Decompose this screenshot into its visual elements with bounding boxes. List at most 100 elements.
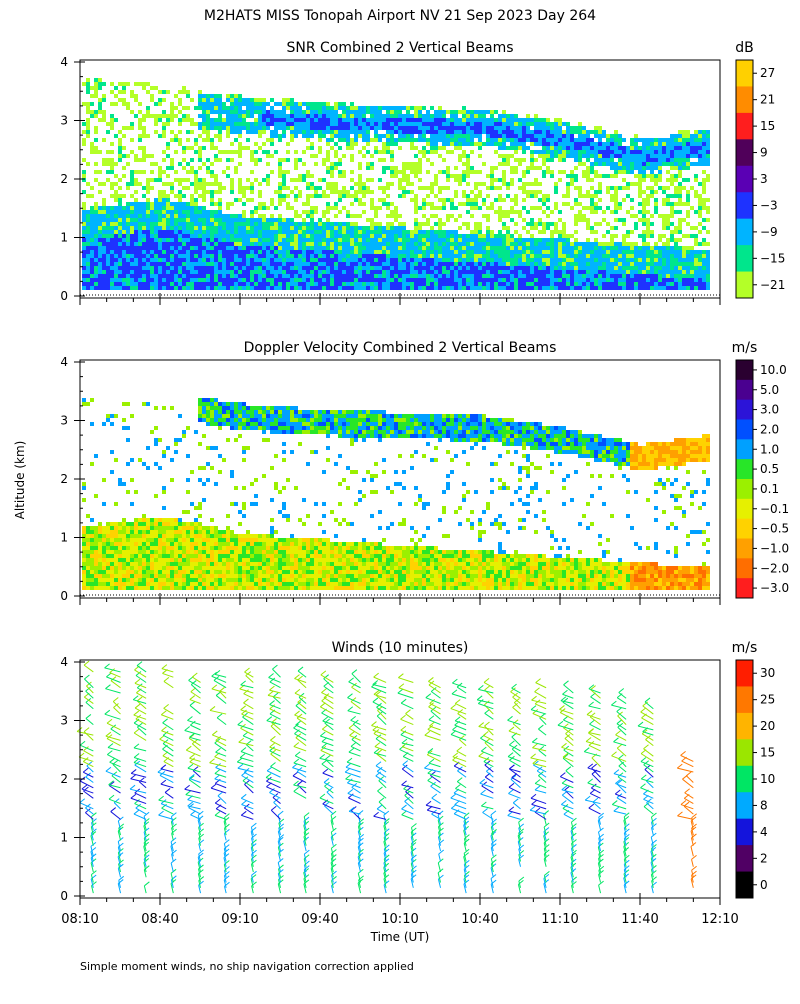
snr-y-tick-label: 4 <box>60 55 68 69</box>
winds-colorbar-label: 15 <box>760 746 775 760</box>
doppler-colorbar-label: −2.0 <box>760 561 789 575</box>
snr-colorbar-swatch <box>736 218 753 246</box>
winds-x-tick-label: 10:40 <box>461 912 498 927</box>
doppler-colorbar-swatch <box>736 399 753 420</box>
wind-profile <box>319 670 337 894</box>
winds-colorbar-swatch <box>736 818 753 846</box>
x-axis-label: Time (UT) <box>370 930 430 944</box>
snr-y-tick-label: 1 <box>60 231 68 245</box>
wind-profile <box>583 684 605 894</box>
snr-colorbar-label: 3 <box>760 172 768 186</box>
snr-colorbar: dB 27 21 15 9 3 −3 −9 −15 −21 <box>735 40 785 299</box>
winds-y-tick-label: 3 <box>60 714 68 728</box>
snr-colorbar-label: 27 <box>760 66 775 80</box>
winds-colorbar-label: 8 <box>760 798 768 812</box>
doppler-plot-area <box>80 398 720 596</box>
winds-y-tick-label: 2 <box>60 772 68 786</box>
doppler-colorbar: m/s10.0 5.0 3.0 2.0 1.0 0.5 0.1 −0.1 −0.5 −1.0 −2.… <box>732 340 789 599</box>
winds-x-tick-label: 11:40 <box>621 912 658 927</box>
wind-profile <box>157 664 177 894</box>
winds-x-tick-label: 10:10 <box>381 912 418 927</box>
snr-y-tick-label: 0 <box>60 289 68 303</box>
footnote: Simple moment winds, no ship navigation … <box>80 960 414 973</box>
wind-profile <box>265 664 285 894</box>
doppler-colorbar-label: 3.0 <box>760 403 779 417</box>
doppler-colorbar-swatch <box>736 439 753 460</box>
snr-colorbar-label: −9 <box>760 225 778 239</box>
wind-profile <box>344 669 365 894</box>
snr-colorbar-swatch <box>736 60 753 87</box>
doppler-colorbar-label: −0.5 <box>760 522 789 536</box>
wind-profile <box>236 667 257 894</box>
doppler-y-tick-label: 0 <box>60 589 68 603</box>
wind-profile <box>450 678 470 894</box>
winds-x-tick-label: 09:10 <box>221 912 258 927</box>
doppler-colorbar-label: 0.1 <box>760 482 779 496</box>
doppler-colorbar-label: 5.0 <box>760 383 779 397</box>
wind-profile <box>424 677 445 888</box>
wind-profile <box>557 680 577 894</box>
winds-colorbar-swatch <box>736 871 753 899</box>
winds-colorbar-swatch <box>736 792 753 820</box>
doppler-colorbar-label: −1.0 <box>760 541 789 555</box>
snr-panel: SNR Combined 2 Vertical Beams 0 1 2 3 4 dB 27 21… <box>60 40 785 305</box>
doppler-y-tick-label: 2 <box>60 472 68 486</box>
snr-colorbar-label: −3 <box>760 198 778 212</box>
wind-profile <box>637 697 657 894</box>
doppler-y-tick-label: 1 <box>60 531 68 545</box>
doppler-y-tick-label: 4 <box>60 355 68 369</box>
winds-colorbar-label: 2 <box>760 851 768 865</box>
winds-x-tick-label: 11:10 <box>541 912 578 927</box>
winds-colorbar-swatch <box>736 660 753 687</box>
winds-colorbar-label: 4 <box>760 825 768 839</box>
doppler-colorbar-swatch <box>736 578 753 599</box>
doppler-colorbar-label: 10.0 <box>760 363 787 377</box>
wind-profile <box>209 670 230 894</box>
doppler-colorbar-label: 1.0 <box>760 442 779 456</box>
winds-frame <box>79 659 721 899</box>
wind-profile <box>529 678 550 894</box>
winds-x-tick-label: 09:40 <box>301 912 338 927</box>
doppler-colorbar-swatch <box>736 538 753 559</box>
winds-colorbar-label: 30 <box>760 666 775 680</box>
winds-y-tick-label: 4 <box>60 655 68 669</box>
doppler-y-tick-label: 3 <box>60 414 68 428</box>
winds-colorbar-swatch <box>736 765 753 793</box>
wind-profile <box>371 672 390 894</box>
snr-colorbar-units: dB <box>735 40 754 56</box>
wind-profile <box>507 683 525 894</box>
figure-title: M2HATS MISS Tonopah Airport NV 21 Sep 20… <box>204 8 596 24</box>
winds-colorbar-label: 25 <box>760 693 775 707</box>
y-axis-label: Altitude (km) <box>13 441 27 520</box>
winds-x-tick-label: 12:10 <box>701 912 738 927</box>
winds-colorbar-label: 10 <box>760 772 775 786</box>
winds-title: Winds (10 minutes) <box>332 640 469 656</box>
doppler-panel: Doppler Velocity Combined 2 Vertical Bea… <box>60 340 789 605</box>
winds-colorbar-label: 20 <box>760 719 775 733</box>
snr-colorbar-swatch <box>736 139 753 167</box>
snr-colorbar-label: −21 <box>760 278 785 292</box>
snr-colorbar-swatch <box>736 245 753 273</box>
wind-profile <box>397 673 417 888</box>
wind-profile <box>184 672 205 894</box>
snr-colorbar-label: 9 <box>760 146 768 160</box>
wind-profile <box>476 678 497 894</box>
winds-y-tick-label: 0 <box>60 889 68 903</box>
snr-title: SNR Combined 2 Vertical Beams <box>286 40 513 56</box>
doppler-colorbar-swatch <box>736 459 753 480</box>
doppler-colorbar-units: m/s <box>732 340 758 356</box>
snr-y-tick-label: 3 <box>60 114 68 128</box>
doppler-colorbar-label: −0.1 <box>760 502 789 516</box>
snr-y-tick-label: 2 <box>60 172 68 186</box>
snr-colorbar-swatch <box>736 271 753 299</box>
doppler-colorbar-label: 0.5 <box>760 462 779 476</box>
winds-plot-area <box>76 660 697 894</box>
wind-profile <box>676 750 697 888</box>
snr-colorbar-swatch <box>736 112 753 140</box>
snr-colorbar-label: 21 <box>760 93 775 107</box>
wind-profile <box>292 666 310 894</box>
snr-colorbar-label: 15 <box>760 119 775 133</box>
doppler-colorbar-swatch <box>736 379 753 401</box>
doppler-colorbar-swatch <box>736 479 753 500</box>
